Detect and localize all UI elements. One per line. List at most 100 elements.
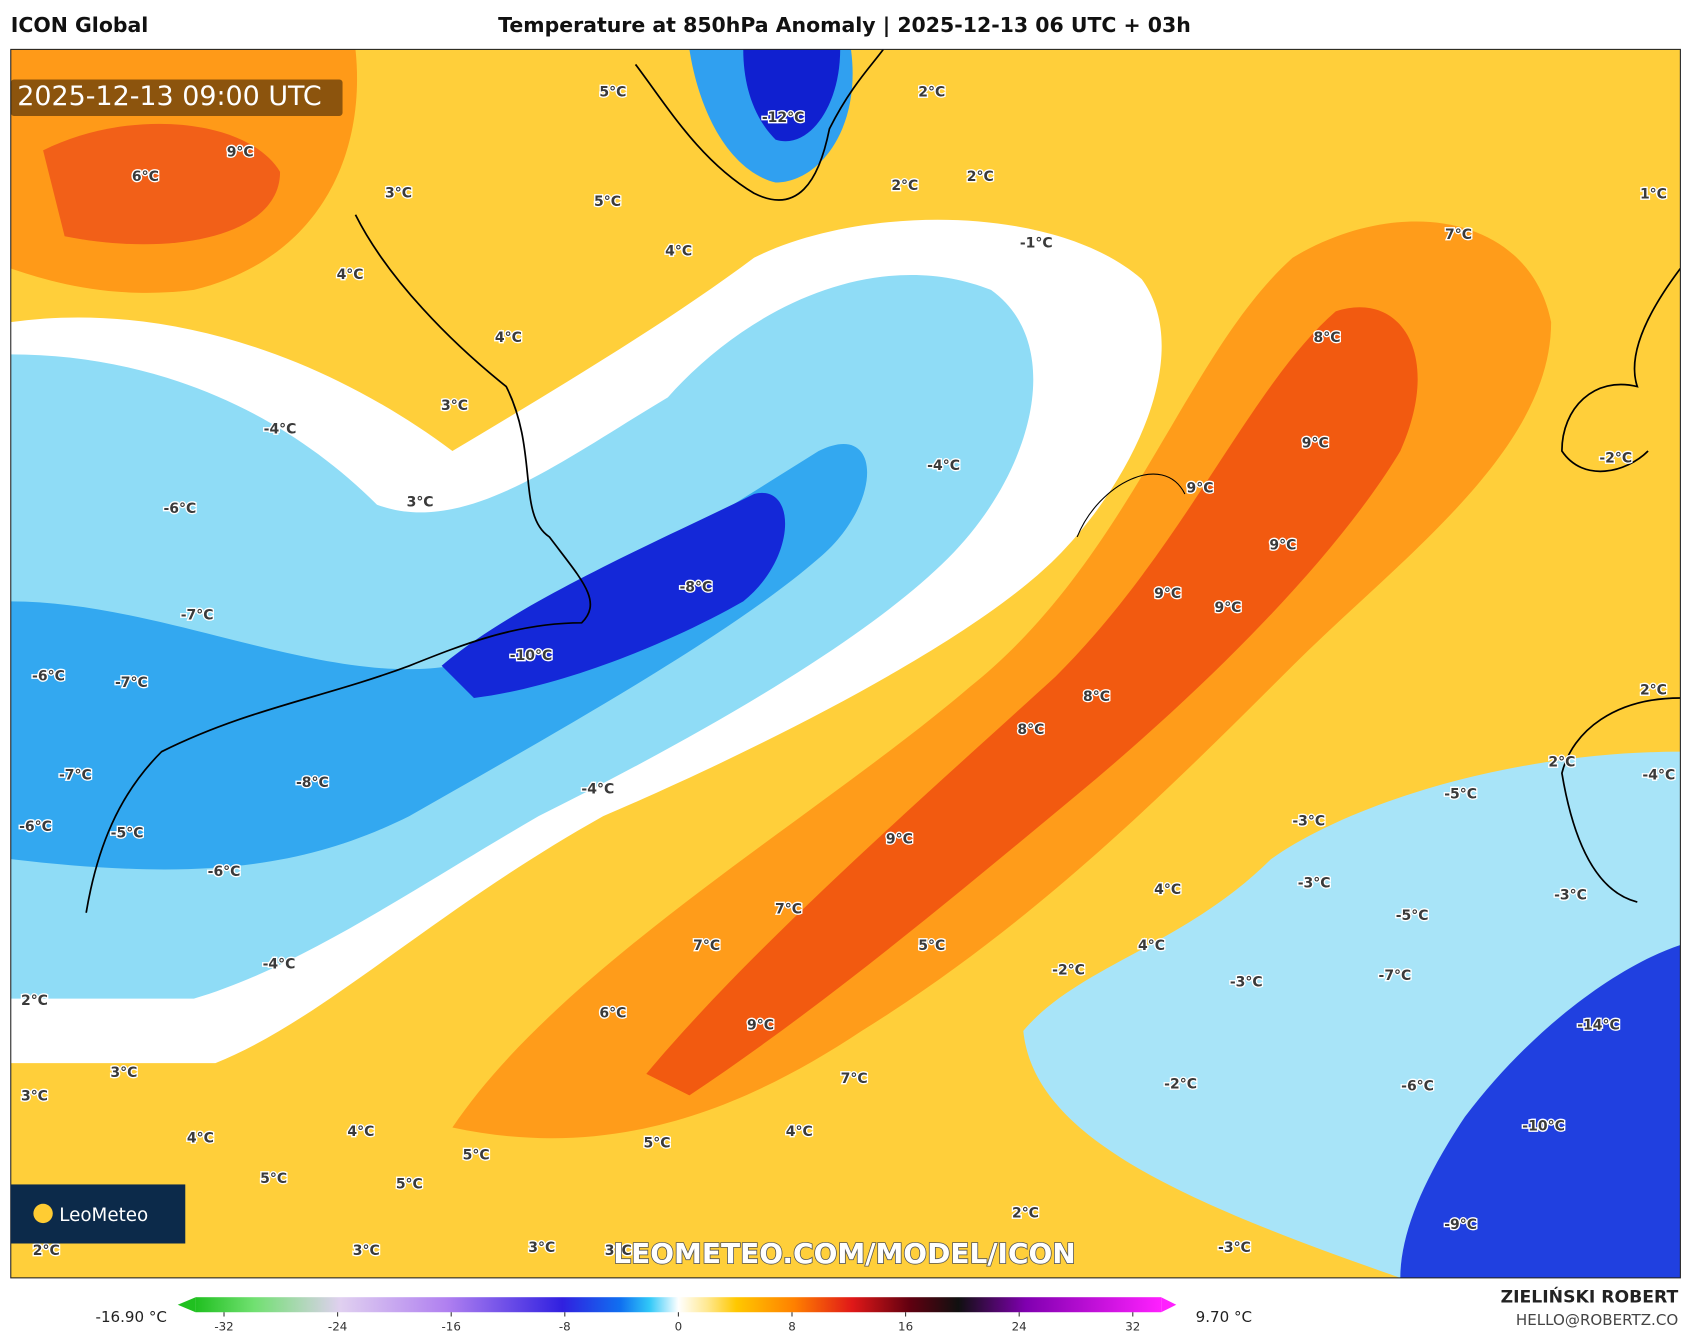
temperature-label: -10°C [1522, 1118, 1565, 1134]
colorbar-tick-label: 16 [898, 1320, 913, 1334]
temperature-label: -3°C [1554, 888, 1587, 904]
temperature-label: 5°C [599, 84, 626, 100]
temperature-label: -12°C [762, 110, 805, 126]
temperature-label: 8°C [1017, 722, 1044, 738]
temperature-label: 2°C [918, 84, 945, 100]
coastline [1561, 267, 1681, 903]
temperature-label: -4°C [263, 956, 296, 972]
temperature-label: 5°C [260, 1171, 287, 1187]
temperature-label: -14°C [1577, 1018, 1620, 1034]
temperature-label: 4°C [1138, 938, 1165, 954]
contour [1076, 473, 1186, 538]
temperature-label: 9°C [1186, 481, 1213, 497]
temperature-label: 7°C [775, 902, 802, 918]
temperature-label: -3°C [1218, 1240, 1251, 1256]
temperature-label: 7°C [841, 1071, 868, 1087]
temperature-label: -6°C [1401, 1079, 1434, 1095]
colorbar-low-end [177, 1297, 196, 1313]
temperature-label: 3°C [528, 1240, 555, 1256]
temperature-label: 9°C [227, 144, 254, 160]
temperature-label: -8°C [679, 579, 712, 595]
temperature-label: 9°C [1269, 538, 1296, 554]
model-name: ICON Global [11, 13, 149, 37]
temperature-label: 6°C [599, 1006, 626, 1022]
temperature-label: 3°C [353, 1243, 380, 1259]
temperature-label: 3°C [110, 1065, 137, 1081]
temperature-label: 9°C [1302, 436, 1329, 452]
temperature-label: 2°C [33, 1243, 60, 1259]
temperature-label: 2°C [1548, 754, 1575, 770]
watermark: LEOMETEO.COM/MODEL/ICON [613, 1237, 1076, 1270]
temperature-label: 3°C [407, 495, 434, 511]
map-labels: 9°C 6°C 5°C -12°C 2°C 3°C 5°C 2°C 2°C 1°C 4°C -1°C 7… [18, 83, 1677, 1260]
temperature-label: 4°C [786, 1124, 813, 1140]
colorbar-tick-label: 32 [1125, 1320, 1140, 1334]
logo-text: LeoMeteo [59, 1205, 148, 1226]
temperature-label: 3°C [21, 1088, 48, 1104]
temperature-label: -3°C [1230, 975, 1263, 991]
temperature-label: -5°C [1396, 908, 1429, 924]
temperature-label: 6°C [132, 169, 159, 185]
warm-core-northwest [43, 123, 281, 245]
valid-time: 2025-12-13 09:00 UTC [17, 81, 321, 112]
temperature-label: -5°C [111, 825, 144, 841]
temperature-label: -2°C [1052, 963, 1085, 979]
temperature-label: 5°C [396, 1176, 423, 1192]
warm-core [646, 307, 1418, 1096]
temperature-label: -8°C [296, 775, 329, 791]
colorbar-min: -16.90 °C [96, 1308, 167, 1326]
temperature-label: 3°C [385, 185, 412, 201]
colorbar-tick-label: -8 [559, 1320, 571, 1334]
temperature-label: -10°C [510, 648, 553, 664]
temperature-label: 5°C [918, 938, 945, 954]
colorbar-max: 9.70 °C [1196, 1308, 1252, 1326]
temperature-label: 2°C [967, 169, 994, 185]
temperature-label: -2°C [1599, 451, 1632, 467]
colorbar [195, 1297, 1162, 1313]
temperature-label: 8°C [1083, 689, 1110, 705]
email: HELLO@ROBERTZ.CO [1516, 1311, 1678, 1329]
colorbar-tick-label: 0 [675, 1320, 683, 1334]
colorbar-tick-label: 24 [1012, 1320, 1027, 1334]
temperature-label: -4°C [927, 458, 960, 474]
temperature-label: 7°C [693, 938, 720, 954]
temperature-label: 4°C [665, 243, 692, 259]
author: ZIELIŃSKI ROBERT [1501, 1286, 1679, 1308]
temperature-label: -3°C [1292, 813, 1325, 829]
map-title: Temperature at 850hPa Anomaly | 2025-12-… [498, 13, 1191, 38]
colorbar-tick-label: -16 [442, 1320, 461, 1334]
greenland-core [743, 49, 841, 142]
temperature-label: -6°C [19, 819, 52, 835]
map-frame [10, 48, 1681, 1279]
logo-sun [33, 1203, 53, 1224]
temperature-label: 9°C [1154, 586, 1181, 602]
temperature-label: 2°C [21, 993, 48, 1009]
temperature-label: 9°C [886, 832, 913, 848]
temperature-label: 9°C [747, 1018, 774, 1034]
temperature-label: -6°C [32, 669, 65, 685]
temperature-label: 9°C [1214, 600, 1241, 616]
cold-core-east [1400, 944, 1681, 1278]
temperature-label: 2°C [891, 178, 918, 194]
temperature-label: -6°C [208, 864, 241, 880]
temperature-label: 2°C [1640, 682, 1667, 698]
temperature-label: -7°C [115, 675, 148, 691]
temperature-label: 5°C [594, 194, 621, 210]
temperature-label: 8°C [1314, 330, 1341, 346]
time-badge [10, 79, 343, 116]
cold-minimum [441, 492, 786, 698]
colorbar-high-end [1161, 1297, 1177, 1313]
temperature-label: -7°C [181, 607, 214, 623]
temperature-label: -5°C [1444, 787, 1477, 803]
coastline [85, 214, 592, 913]
temperature-label: 5°C [463, 1147, 490, 1163]
temperature-label: -3°C [1298, 876, 1331, 892]
colorbar-tick-label: -32 [214, 1320, 233, 1334]
temperature-label: 3°C [441, 398, 468, 414]
temperature-label: 4°C [337, 267, 364, 283]
temperature-label: 1°C [1640, 186, 1667, 202]
temperature-label: 3°C [605, 1243, 632, 1259]
temperature-label: 4°C [495, 330, 522, 346]
temperature-label: 4°C [347, 1124, 374, 1140]
